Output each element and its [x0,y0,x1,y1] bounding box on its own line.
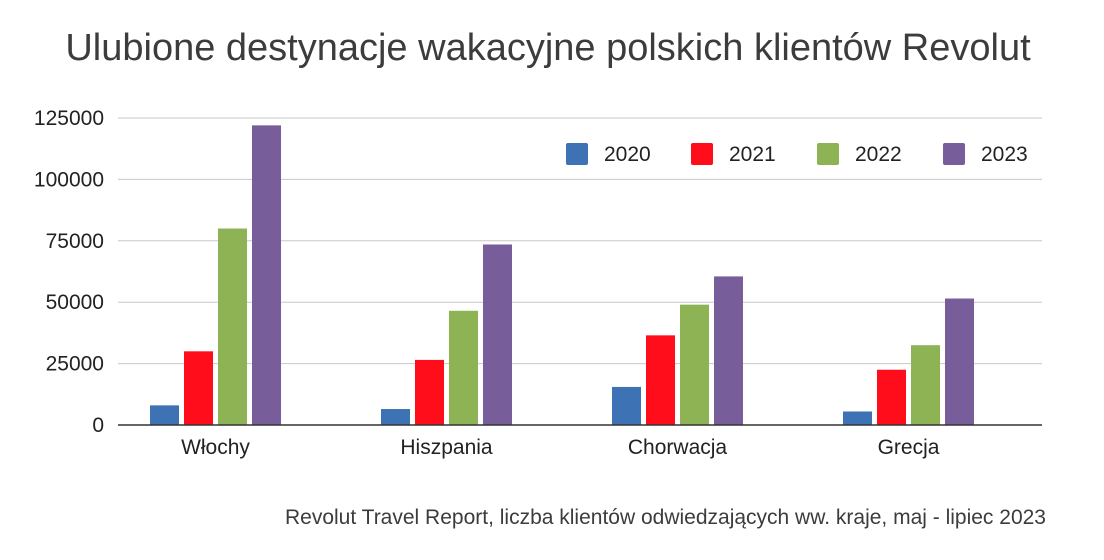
legend: 2020 2021 2022 2023 [566,143,1028,166]
bars [150,125,974,426]
legend-swatch [691,143,713,165]
chart-title: Ulubione destynacje wakacyjne polskich k… [65,27,1031,69]
y-axis-tick-labels: 0 25000 50000 75000 100000 125000 [34,107,104,437]
bar [252,125,281,426]
x-category-label: Chorwacja [628,436,728,459]
bar [911,345,940,425]
legend-label: 2021 [729,143,776,166]
bar [381,409,410,425]
bar [483,244,512,425]
legend-label: 2022 [855,143,902,166]
y-tick-label: 25000 [46,353,104,376]
x-category-label: Włochy [181,436,250,459]
bar [714,276,743,425]
legend-label: 2023 [981,143,1028,166]
y-tick-label: 0 [92,414,104,437]
legend-swatch [817,143,839,165]
y-tick-label: 100000 [34,168,104,191]
y-tick-label: 125000 [34,107,104,130]
y-tick-label: 75000 [46,230,104,253]
source-note: Revolut Travel Report, liczba klientów o… [285,506,1046,529]
bar [415,359,444,425]
legend-label: 2020 [604,143,651,166]
y-tick-label: 50000 [46,291,104,314]
bar [680,304,709,425]
x-category-label: Grecja [878,436,940,459]
bar [184,351,213,425]
bar [843,411,872,425]
bar [150,405,179,425]
bar [945,298,974,425]
legend-swatch [943,143,965,165]
bar [612,386,641,425]
x-category-label: Hiszpania [400,436,493,459]
bar [877,369,906,425]
legend-swatch [566,143,588,165]
bar [646,335,675,425]
bar [218,228,247,425]
x-axis-category-labels: Włochy Hiszpania Chorwacja Grecja [181,436,940,459]
bar [449,310,478,425]
